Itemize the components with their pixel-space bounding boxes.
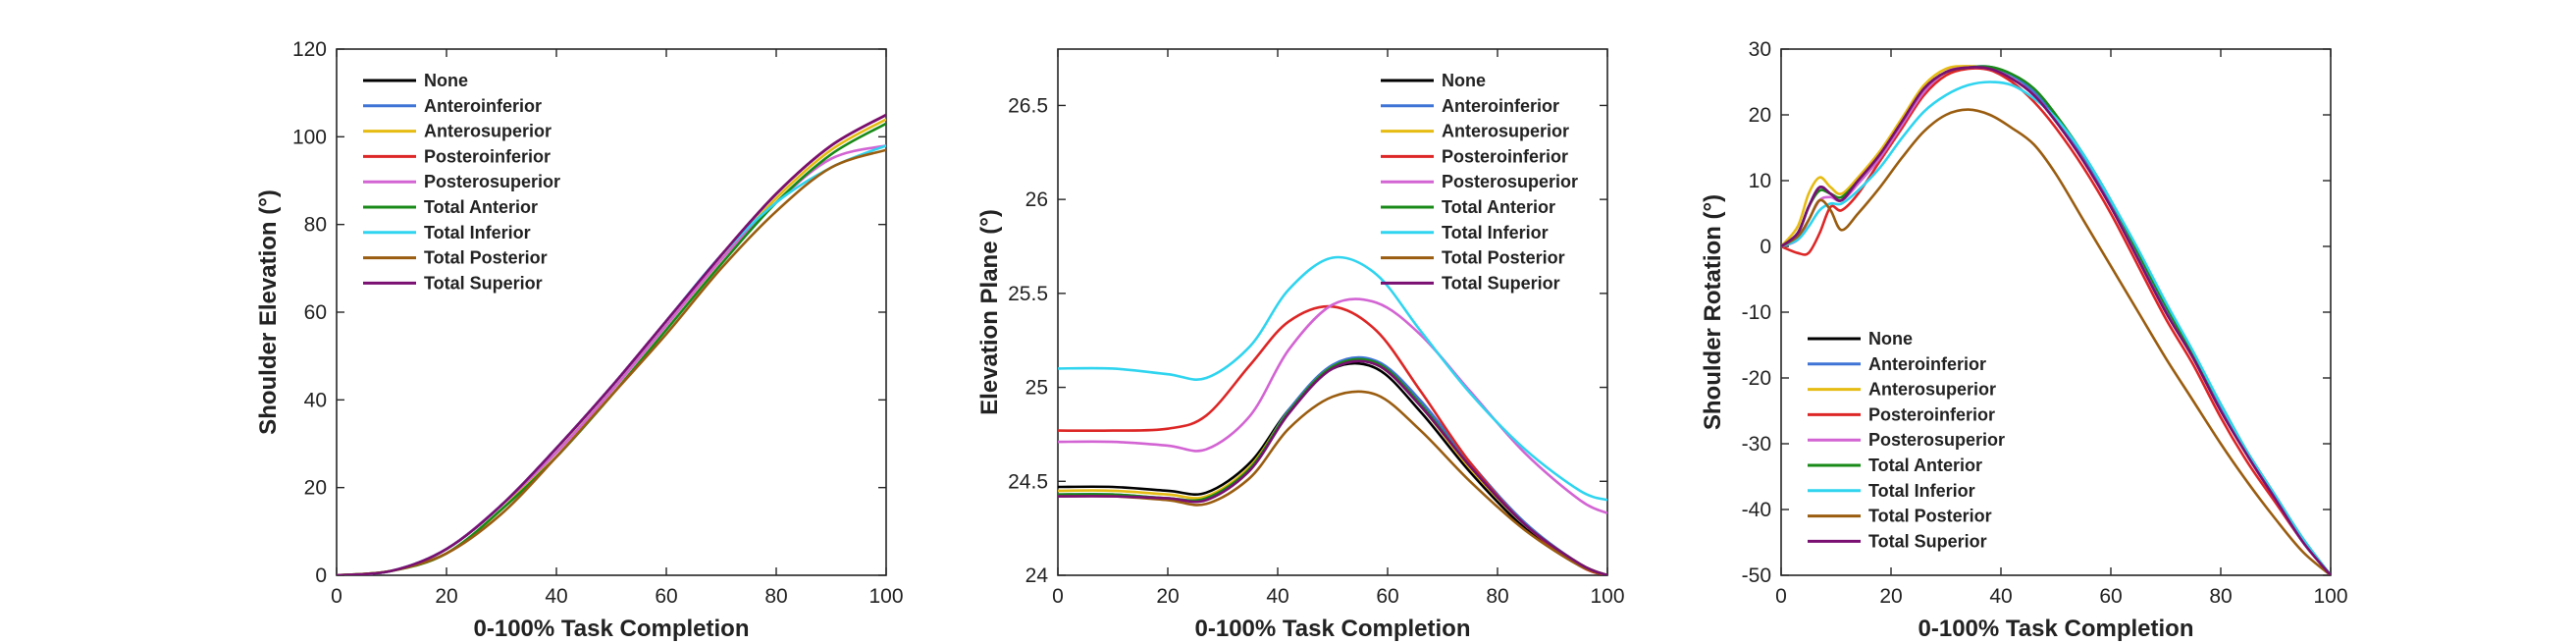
- series-line-total-posterior: [337, 148, 886, 575]
- x-tick-label: 40: [1989, 585, 2012, 608]
- legend: None Anteroinferior Anterosuperior Posteroi…: [1808, 329, 2005, 551]
- y-tick-label: 24: [1025, 564, 1049, 587]
- y-tick-label: -40: [1742, 499, 1771, 521]
- x-axis-label: 0-100% Task Completion: [1195, 616, 1471, 642]
- y-tick-label: 60: [304, 301, 327, 324]
- series-lines: [1058, 255, 1607, 575]
- plot-area: [1780, 48, 2332, 576]
- legend-label-none: None: [1442, 71, 1486, 90]
- y-tick-label: 20: [1749, 104, 1771, 127]
- legend-label-posteroinferior: Posteroinferior: [1868, 404, 1995, 424]
- x-tick-label: 20: [1879, 585, 1902, 608]
- legend-label-total-superior: Total Superior: [1442, 273, 1560, 293]
- legend-label-total-anterior: Total Anterior: [1442, 197, 1555, 217]
- x-tick-label: 20: [1156, 585, 1179, 608]
- legend-label-none: None: [1868, 329, 1913, 349]
- series-line-posterosuperior: [1058, 297, 1607, 515]
- legend-label-anteroinferior: Anteroinferior: [424, 96, 542, 116]
- legend-label-total-inferior: Total Inferior: [1868, 481, 1975, 501]
- x-tick-label: 0: [331, 585, 342, 608]
- x-tick-label: 40: [1266, 585, 1288, 608]
- x-tick-label: 40: [545, 585, 567, 608]
- series-line-total-superior: [1781, 66, 2331, 575]
- legend-label-total-superior: Total Superior: [424, 273, 543, 293]
- series-line-total-superior: [337, 113, 886, 575]
- y-tick-label: 25.5: [1008, 283, 1048, 305]
- legend-label-total-posterior: Total Posterior: [1442, 248, 1565, 268]
- legend-label-total-inferior: Total Inferior: [424, 223, 531, 242]
- x-tick-label: 0: [1052, 585, 1064, 608]
- x-tick-label: 60: [655, 585, 677, 608]
- x-tick-label: 0: [1775, 585, 1787, 608]
- y-tick-label: 10: [1749, 170, 1771, 192]
- legend-label-anterosuperior: Anterosuperior: [1442, 122, 1569, 141]
- y-tick-label: -50: [1742, 564, 1771, 587]
- series-line-total-superior: [1058, 359, 1607, 575]
- y-tick-label: 25: [1025, 377, 1048, 400]
- legend-label-total-posterior: Total Posterior: [1868, 507, 1992, 526]
- y-axis-label: Elevation Plane (°): [976, 209, 1003, 415]
- legend-label-total-anterior: Total Anterior: [1868, 456, 1982, 475]
- legend-label-total-anterior: Total Anterior: [424, 197, 538, 217]
- y-axis-label: Shoulder Elevation (°): [255, 189, 282, 435]
- legend-label-posterosuperior: Posterosuperior: [1868, 430, 2005, 450]
- series-line-total-inferior: [1058, 255, 1607, 502]
- series-line-total-posterior: [1058, 390, 1607, 575]
- y-tick-label: 100: [292, 126, 327, 148]
- y-tick-label: 24.5: [1008, 470, 1048, 493]
- series-line-total-posterior: [1781, 108, 2331, 575]
- y-tick-label: -20: [1742, 367, 1771, 390]
- y-tick-label: -30: [1742, 433, 1771, 456]
- legend-label-posterosuperior: Posterosuperior: [424, 172, 560, 191]
- y-tick-label: 30: [1749, 38, 1771, 61]
- legend: None Anteroinferior Anterosuperior Posteroi…: [363, 71, 560, 293]
- chart-panel-3: 0 20 40 60 80 100 -50 -40 -30 -20 -10 0 10 20 30 0-100%…: [1700, 38, 2348, 642]
- legend-label-none: None: [424, 71, 468, 90]
- series-lines: [337, 113, 886, 575]
- legend-label-total-superior: Total Superior: [1868, 531, 1987, 551]
- y-tick-label: -10: [1742, 301, 1771, 324]
- legend-label-total-posterior: Total Posterior: [424, 248, 548, 268]
- y-tick-label: 120: [292, 38, 327, 61]
- y-tick-label: 26: [1025, 188, 1048, 211]
- y-tick-label: 20: [304, 477, 327, 500]
- legend-label-anterosuperior: Anterosuperior: [1868, 380, 1996, 400]
- y-tick-label: 26.5: [1008, 94, 1048, 117]
- x-tick-label: 100: [2313, 585, 2347, 608]
- y-tick-label: 80: [304, 214, 327, 237]
- x-tick-label: 80: [1486, 585, 1508, 608]
- x-tick-label: 100: [868, 585, 903, 608]
- x-tick-label: 100: [1590, 585, 1624, 608]
- y-tick-label: 0: [315, 564, 327, 587]
- plot-area: [336, 48, 887, 576]
- legend-label-total-inferior: Total Inferior: [1442, 223, 1549, 242]
- legend-label-posteroinferior: Posteroinferior: [1442, 146, 1568, 166]
- legend-label-posterosuperior: Posterosuperior: [1442, 172, 1578, 191]
- legend-label-anterosuperior: Anterosuperior: [424, 122, 552, 141]
- plot-area: [1057, 48, 1608, 576]
- legend-label-anteroinferior: Anteroinferior: [1442, 96, 1559, 116]
- y-tick-label: 0: [1760, 236, 1771, 258]
- y-tick-label: 40: [304, 389, 327, 411]
- y-axis-label: Shoulder Rotation (°): [1700, 194, 1726, 430]
- x-tick-label: 60: [1376, 585, 1398, 608]
- series-line-total-inferior: [1781, 80, 2331, 575]
- chart-panel-1: 0 20 40 60 80 100 0 20 40 60 80 100 120 0-100% Task C…: [255, 38, 904, 642]
- series-line-posteroinferior: [1781, 67, 2331, 575]
- x-axis-label: 0-100% Task Completion: [1919, 616, 2194, 642]
- x-axis-label: 0-100% Task Completion: [474, 616, 750, 642]
- x-tick-label: 80: [2209, 585, 2232, 608]
- legend-label-posteroinferior: Posteroinferior: [424, 146, 551, 166]
- x-tick-label: 60: [2099, 585, 2122, 608]
- legend-label-anteroinferior: Anteroinferior: [1868, 354, 1986, 374]
- x-tick-label: 80: [764, 585, 787, 608]
- chart-panel-2: 0 20 40 60 80 100 24 24.5 25 25.5 26 26.5 0-100% Tas…: [976, 48, 1625, 642]
- x-tick-label: 20: [435, 585, 457, 608]
- series-lines: [1781, 65, 2331, 575]
- legend: None Anteroinferior Anterosuperior Posteroi…: [1381, 71, 1578, 293]
